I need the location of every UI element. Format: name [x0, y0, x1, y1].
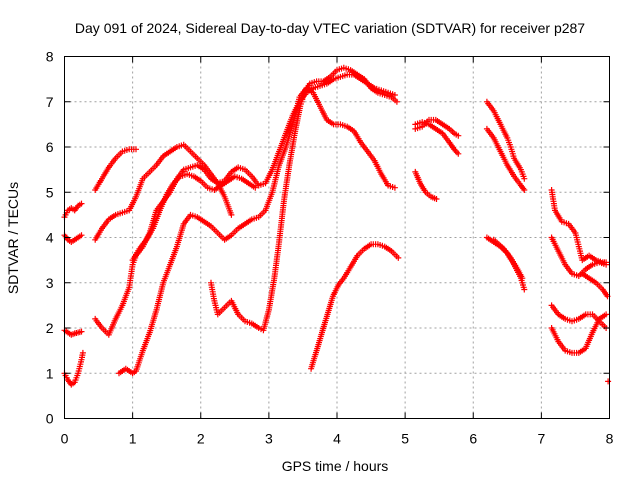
- y-tick-label: 3: [46, 275, 54, 291]
- data-point-markers: [483, 125, 528, 193]
- data-point-markers: [412, 119, 462, 157]
- x-tick-label: 2: [197, 431, 205, 447]
- data-point-markers: [308, 241, 402, 372]
- series-s6: [92, 141, 235, 243]
- series-s21: [548, 302, 610, 331]
- x-axis-label: GPS time / hours: [282, 458, 389, 474]
- x-tick-label: 8: [606, 431, 614, 447]
- data-point-markers: [92, 141, 235, 243]
- series-s8: [116, 85, 398, 377]
- data-point-markers: [548, 311, 610, 356]
- series-s11: [308, 241, 402, 372]
- series-s23: [579, 270, 611, 300]
- series-s15: [483, 98, 528, 182]
- data-point-markers: [548, 187, 610, 266]
- series-s12: [412, 119, 462, 157]
- x-tick-label: 6: [469, 431, 477, 447]
- data-point-markers: [490, 236, 526, 282]
- data-point-markers: [129, 171, 259, 264]
- data-point-markers: [605, 378, 612, 385]
- y-tick-label: 4: [46, 230, 54, 246]
- data-point-markers: [92, 146, 139, 193]
- y-tick-label: 7: [46, 94, 54, 110]
- y-tick-label: 8: [46, 49, 54, 65]
- y-tick-label: 1: [46, 365, 54, 381]
- data-point-markers: [412, 168, 440, 202]
- y-tick-label: 2: [46, 320, 54, 336]
- y-tick-label: 6: [46, 139, 54, 155]
- grid: [64, 56, 610, 419]
- x-tick-label: 0: [61, 431, 69, 447]
- x-tick-label: 1: [129, 431, 137, 447]
- data-point-markers: [548, 302, 610, 331]
- data-point-markers: [208, 64, 400, 334]
- series-s9: [129, 171, 259, 264]
- x-tick-label: 5: [401, 431, 409, 447]
- series-s24: [605, 378, 612, 385]
- chart-title: Day 091 of 2024, Sidereal Day-to-day VTE…: [75, 20, 585, 36]
- series-s16: [483, 125, 528, 193]
- axes: [64, 56, 610, 419]
- series-s19: [548, 187, 610, 266]
- x-tick-label: 7: [537, 431, 545, 447]
- series-s22: [548, 311, 610, 356]
- data-point-markers: [412, 116, 462, 139]
- series-s10: [208, 64, 400, 334]
- data-point-markers: [579, 270, 611, 300]
- y-tick-label: 0: [46, 411, 54, 427]
- series-s5: [92, 146, 139, 193]
- x-tick-label: 4: [333, 431, 341, 447]
- y-tick-labels: 0 1 2 3 4 5 6 7 8: [46, 49, 54, 427]
- series-s14: [412, 168, 440, 202]
- y-tick-label: 5: [46, 184, 54, 200]
- data-point-markers: [116, 85, 398, 377]
- x-tick-labels: 0 1 2 3 4 5 6 7 8: [61, 431, 614, 447]
- y-axis-label: SDTVAR / TECUs: [5, 182, 21, 294]
- series-s18: [490, 236, 526, 282]
- data-point-markers: [483, 98, 528, 182]
- series-s13: [412, 116, 462, 139]
- x-tick-label: 3: [265, 431, 273, 447]
